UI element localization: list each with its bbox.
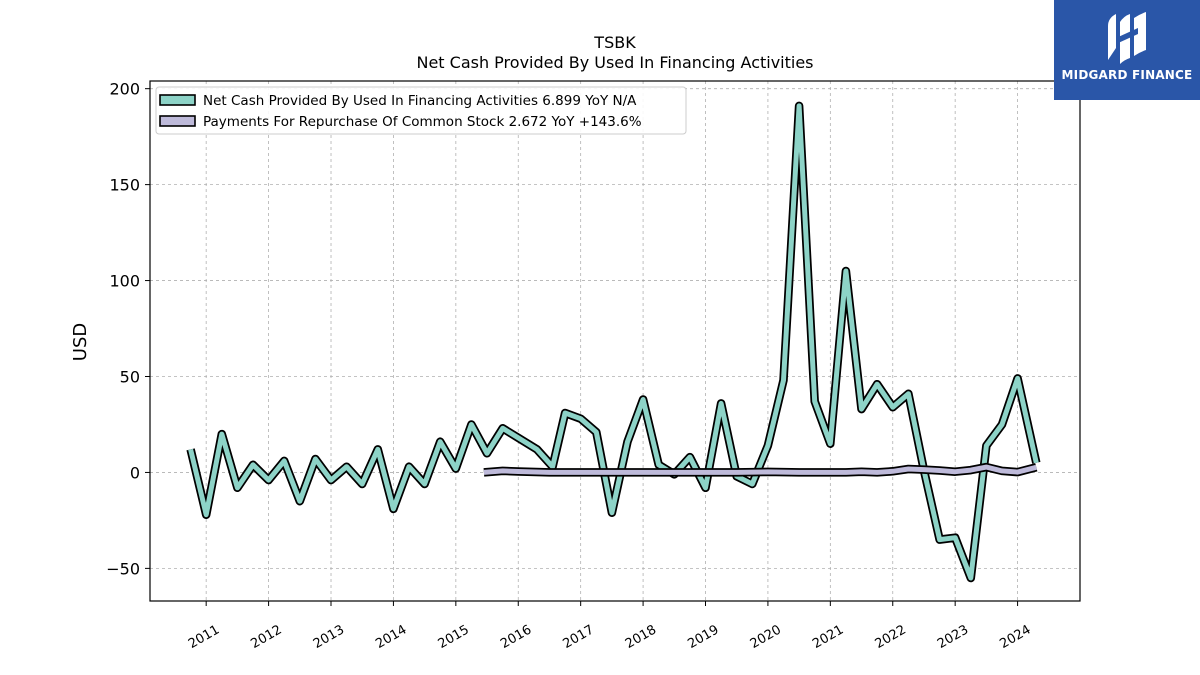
legend-entry: Payments For Repurchase Of Common Stock … xyxy=(203,114,642,130)
y-tick-label: −50 xyxy=(106,559,140,578)
plot-frame xyxy=(149,80,1081,602)
legend-entry: Net Cash Provided By Used In Financing A… xyxy=(203,93,637,109)
y-tick-label: 50 xyxy=(120,367,140,386)
y-tick-label: 200 xyxy=(109,80,140,99)
x-tick-label: 2023 xyxy=(935,622,971,652)
x-tick-label: 2012 xyxy=(248,622,284,652)
series-1-line xyxy=(483,464,1037,475)
x-tick-label: 2017 xyxy=(561,622,597,652)
legend-swatch xyxy=(159,115,196,127)
x-tick-label: 2014 xyxy=(373,622,409,652)
y-tick-label: 100 xyxy=(109,272,140,291)
midgard-finance-logo: MIDGARD FINANCE xyxy=(1054,0,1200,100)
grid-lines xyxy=(150,81,1080,601)
legend: Net Cash Provided By Used In Financing A… xyxy=(155,86,687,135)
chart-title: TSBK xyxy=(593,33,636,52)
y-tick-label: 150 xyxy=(109,176,140,195)
x-tick-label: 2024 xyxy=(997,622,1033,652)
y-tick-label: 0 xyxy=(130,463,140,482)
logo-mark-icon xyxy=(1108,12,1146,64)
x-tick-label: 2016 xyxy=(498,622,534,652)
x-tick-label: 2013 xyxy=(311,622,347,652)
x-tick-label: 2015 xyxy=(436,622,472,652)
series-layer xyxy=(186,101,1041,583)
chart-subtitle: Net Cash Provided By Used In Financing A… xyxy=(416,53,813,72)
series-0-line xyxy=(188,103,1039,581)
x-tick-label: 2011 xyxy=(186,622,222,652)
x-tick-label: 2019 xyxy=(685,622,721,652)
legend-swatch xyxy=(159,94,196,106)
legend-box xyxy=(155,86,687,135)
x-tick-label: 2018 xyxy=(623,622,659,652)
x-tick-label: 2022 xyxy=(873,622,909,652)
y-axis-label: USD xyxy=(70,323,91,361)
x-tick-label: 2021 xyxy=(810,622,846,652)
x-tick-label: 2020 xyxy=(748,622,784,652)
axis-ticks: −50 0 50 100 150 200 2011 2012 2013 2014 2015 2016 2… xyxy=(106,80,1033,652)
logo-text: MIDGARD FINANCE xyxy=(1061,68,1193,82)
